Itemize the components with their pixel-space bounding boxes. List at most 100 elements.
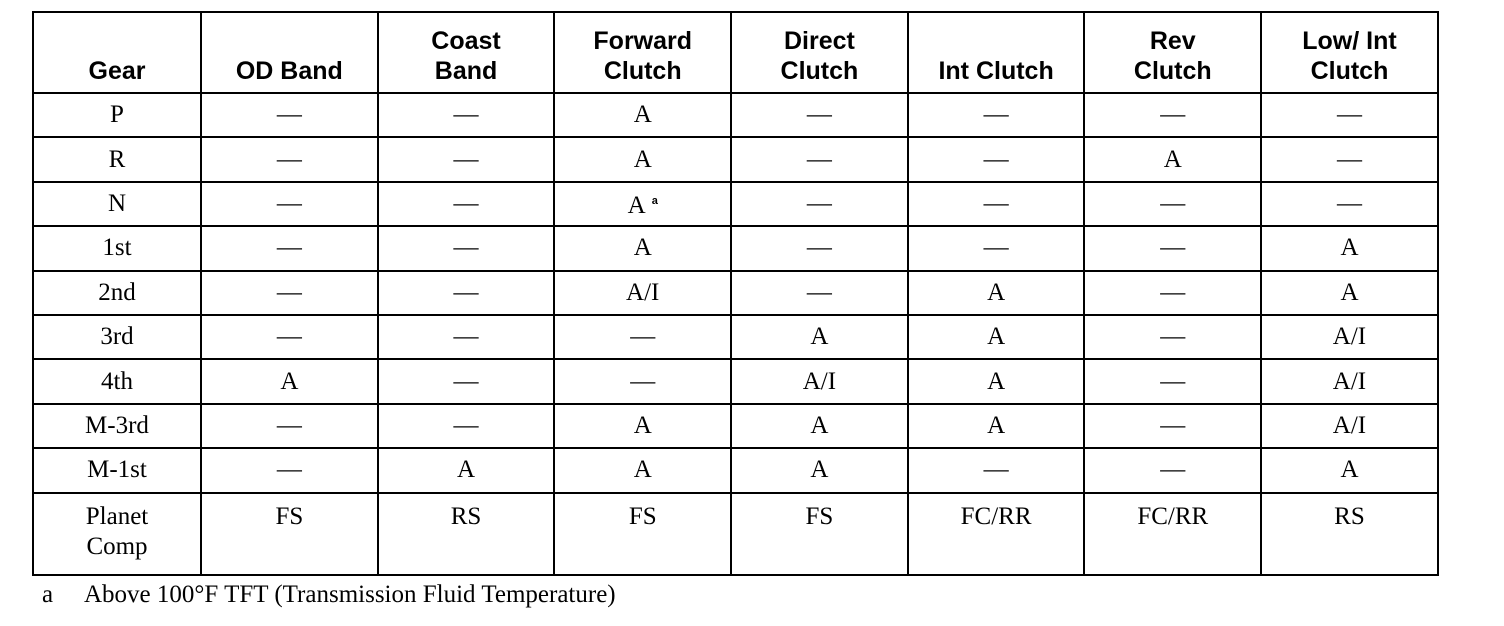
column-header: OD Band [200, 11, 379, 94]
cell-value: — [1160, 456, 1186, 484]
table-cell: A [553, 91, 733, 139]
gear-label: 4th [101, 367, 133, 395]
cell-value: A/I [1332, 323, 1367, 351]
gear-label: R [108, 145, 126, 173]
cell-value: A [810, 323, 829, 351]
column-header-line: Coast [431, 27, 501, 55]
cell-value: — [276, 323, 302, 351]
footnote-mark: a [42, 581, 54, 608]
table-cell: — [1083, 402, 1263, 450]
table-cell: — [376, 180, 556, 228]
table-cell: A [553, 402, 733, 450]
table-cell: A [553, 225, 733, 272]
table-cell: — [730, 269, 909, 316]
table-cell: A/I [1260, 402, 1439, 450]
table-cell: A [1083, 136, 1263, 183]
cell-value: A [633, 145, 652, 173]
table-cell: — [906, 225, 1086, 272]
gear-cell: M-3rd [32, 402, 202, 450]
cell-value: A [633, 101, 652, 129]
table-cell: A [906, 358, 1086, 405]
gear-cell: N [32, 180, 202, 228]
table-cell: — [730, 136, 909, 183]
table-cell: — [906, 91, 1086, 139]
table-cell: — [200, 313, 379, 361]
column-header-line: Forward [593, 27, 693, 55]
cell-value: A [987, 278, 1006, 306]
cell-value: — [806, 189, 832, 217]
table-cell: A [906, 269, 1086, 316]
cell-value: RS [450, 502, 482, 530]
gear-label: M-3rd [85, 411, 149, 439]
gear-label-line: Comp [86, 532, 148, 560]
table-cell: A/I [1260, 313, 1439, 361]
cell-value: — [806, 145, 832, 173]
table-row: M-3rd — — A A A — A/I [32, 402, 1439, 450]
table-cell: — [200, 402, 379, 450]
gear-label: N [107, 189, 127, 217]
cell-value: — [276, 456, 302, 484]
column-header: Coast Band [376, 11, 556, 94]
footnote-text: Above 100°F TFT (Transmission Fluid Temp… [84, 581, 616, 608]
table-cell: — [376, 269, 556, 316]
cell-value: A [810, 411, 829, 439]
column-header: Low/ Int Clutch [1260, 11, 1439, 94]
table-cell: — [1083, 91, 1263, 139]
gear-cell: Planet Comp [32, 491, 202, 576]
cell-value: FS [805, 502, 834, 530]
clutch-application-table: Gear OD Band Coast Band Forward Clutch Direct C… [32, 11, 1439, 576]
table-header: Gear OD Band Coast Band Forward Clutch Direct C… [32, 11, 1439, 94]
cell-value: A [1340, 234, 1359, 262]
cell-value: — [806, 278, 832, 306]
cell-value: A/I [802, 367, 837, 395]
cell-value: A [280, 367, 299, 395]
column-header-line: Int Clutch [938, 57, 1054, 85]
gear-cell: 1st [32, 225, 202, 272]
cell-value: FS [275, 502, 304, 530]
column-header-line: Direct [783, 27, 855, 55]
table-cell: A [376, 447, 556, 494]
cell-value: A/I [1332, 367, 1367, 395]
column-header-line: Rev [1149, 27, 1196, 55]
cell-value: — [453, 234, 479, 262]
table-cell: — [1260, 180, 1439, 228]
table-row: R — — A — — A — [32, 136, 1439, 183]
cell-value: — [1160, 278, 1186, 306]
table-cell: A/I [730, 358, 909, 405]
gear-label-line: Planet [85, 502, 149, 530]
table-cell: — [906, 180, 1086, 228]
cell-value: FC/RR [1137, 502, 1209, 530]
table-cell: — [730, 180, 909, 228]
cell-value: — [276, 234, 302, 262]
table-cell: — [1260, 136, 1439, 183]
column-header-line: Band [434, 57, 498, 85]
table-row: M-1st — A A A — — A [32, 447, 1439, 494]
gear-cell: M-1st [32, 447, 202, 494]
cell-value: — [806, 101, 832, 129]
cell-value: — [630, 323, 656, 351]
header-row: Gear OD Band Coast Band Forward Clutch Direct C… [32, 11, 1439, 94]
table-row: 4th A — — A/I A — A/I [32, 358, 1439, 405]
cell-value: — [1160, 234, 1186, 262]
table-cell: — [730, 225, 909, 272]
table-cell: A [906, 313, 1086, 361]
table-cell: — [200, 225, 379, 272]
table-cell: — [200, 136, 379, 183]
cell-value: A [633, 234, 652, 262]
table-cell: — [200, 91, 379, 139]
gear-cell: P [32, 91, 202, 139]
table-cell: — [1083, 180, 1263, 228]
footnote: a Above 100°F TFT (Transmission Fluid Tem… [42, 580, 616, 610]
cell-value: A [627, 192, 646, 220]
cell-value: A [1340, 456, 1359, 484]
cell-value: — [1160, 101, 1186, 129]
table-cell: — [376, 402, 556, 450]
table-cell: — [1083, 225, 1263, 272]
cell-value: — [276, 101, 302, 129]
table-cell: A [553, 136, 733, 183]
cell-value: — [983, 234, 1009, 262]
cell-value: — [276, 278, 302, 306]
cell-value: — [276, 189, 302, 217]
